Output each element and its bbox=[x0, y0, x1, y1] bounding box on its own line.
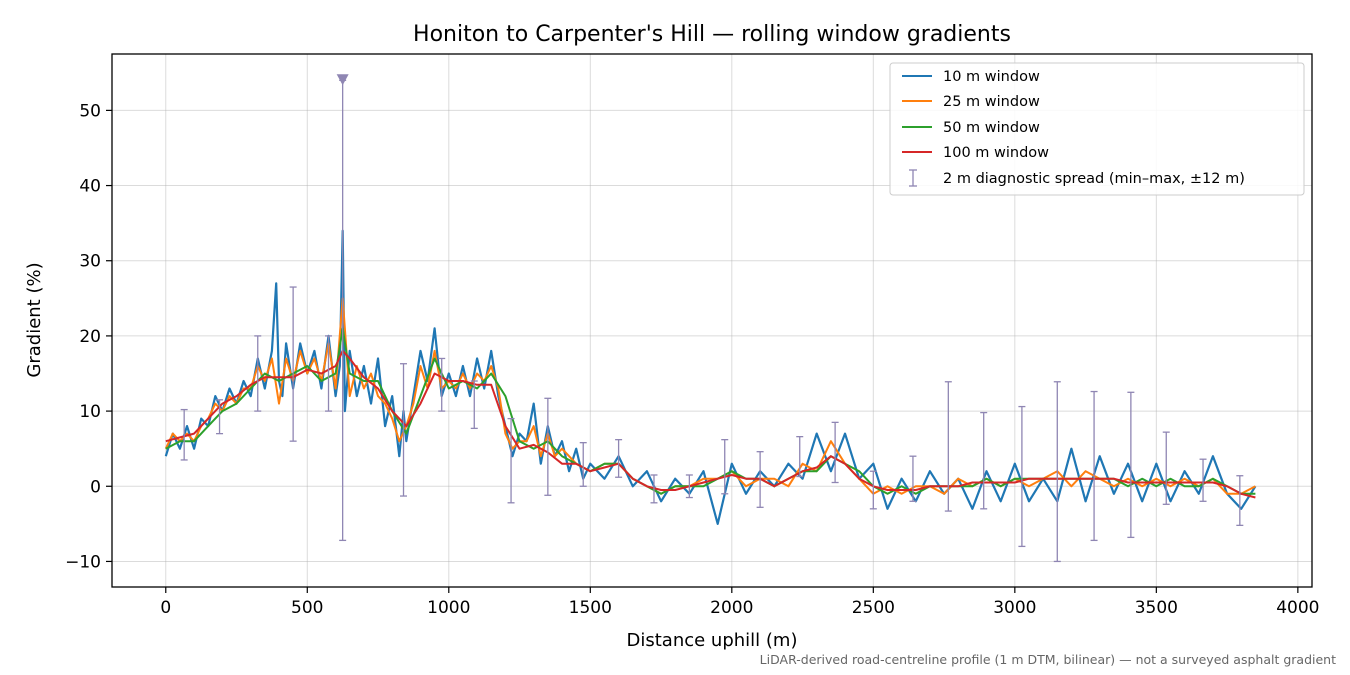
y-tick-label: 20 bbox=[79, 327, 101, 347]
legend-box bbox=[889, 62, 1305, 196]
errorbar bbox=[869, 470, 877, 510]
errorbar bbox=[909, 455, 917, 502]
errorbar bbox=[1236, 475, 1244, 527]
errorbar bbox=[325, 335, 333, 412]
y-tick-label: −10 bbox=[65, 552, 101, 572]
errorbar bbox=[180, 408, 188, 461]
grid-lines bbox=[112, 54, 1312, 587]
x-tick-label: 3000 bbox=[993, 598, 1036, 618]
x-tick-label: 2000 bbox=[710, 598, 753, 618]
errorbar bbox=[1162, 431, 1170, 505]
errorbar bbox=[438, 357, 446, 412]
x-axis-label: Distance uphill (m) bbox=[627, 630, 798, 651]
legend-label-errorbar: 2 m diagnostic spread (min–max, ±12 m) bbox=[943, 171, 1245, 187]
errorbar bbox=[1199, 458, 1207, 502]
footnote: LiDAR-derived road-centreline profile (1… bbox=[760, 652, 1336, 667]
x-tick-label: 1500 bbox=[569, 598, 612, 618]
errorbar bbox=[1053, 381, 1061, 563]
errorbar bbox=[650, 474, 658, 504]
legend-label-25m: 25 m window bbox=[943, 94, 1040, 110]
errorbar bbox=[1018, 405, 1026, 548]
y-tick-label: 40 bbox=[79, 177, 101, 197]
chart-title: Honiton to Carpenter's Hill — rolling wi… bbox=[413, 22, 1011, 47]
errorbar bbox=[796, 435, 804, 478]
errorbar bbox=[980, 411, 988, 510]
errorbar bbox=[831, 421, 839, 484]
x-axis-ticks: 0 500 1000 1500 2000 2500 3000 3500 4000 bbox=[160, 587, 1319, 618]
errorbar bbox=[544, 397, 552, 496]
x-tick-label: 2500 bbox=[852, 598, 895, 618]
legend-label-10m: 10 m window bbox=[943, 69, 1040, 85]
errorbar bbox=[944, 381, 952, 512]
errorbar-layer bbox=[180, 74, 1244, 563]
x-tick-label: 500 bbox=[291, 598, 323, 618]
series-layer bbox=[164, 229, 1257, 525]
errorbar bbox=[254, 335, 262, 412]
x-tick-label: 1000 bbox=[427, 598, 470, 618]
series-line-2 bbox=[164, 297, 1256, 495]
x-tick-label: 4000 bbox=[1276, 598, 1319, 618]
legend-label-100m: 100 m window bbox=[943, 145, 1049, 161]
errorbar bbox=[756, 451, 764, 508]
y-axis-ticks: −10 0 10 20 30 40 50 bbox=[65, 101, 112, 572]
errorbar bbox=[289, 286, 297, 442]
y-tick-label: 30 bbox=[79, 252, 101, 272]
errorbar bbox=[579, 442, 587, 487]
legend-swatch-errorbar bbox=[909, 169, 917, 187]
legend-label-50m: 50 m window bbox=[943, 120, 1040, 136]
errorbar bbox=[615, 439, 623, 478]
errorbar bbox=[400, 363, 408, 497]
legend: 10 m window 25 m window 50 m window 100 … bbox=[889, 62, 1305, 196]
x-tick-label: 3500 bbox=[1135, 598, 1178, 618]
errorbar bbox=[1127, 391, 1135, 539]
errorbar bbox=[685, 474, 693, 499]
clipped-value-marker bbox=[336, 74, 349, 86]
errorbar bbox=[1090, 390, 1098, 542]
y-tick-label: 0 bbox=[90, 477, 101, 497]
x-tick-label: 0 bbox=[160, 598, 171, 618]
y-tick-label: 10 bbox=[79, 402, 101, 422]
plot-frame bbox=[111, 53, 1313, 588]
errorbar bbox=[721, 439, 729, 495]
errorbar bbox=[470, 380, 478, 430]
errorbar bbox=[216, 399, 224, 435]
errorbar bbox=[507, 417, 515, 504]
y-tick-label: 50 bbox=[79, 101, 101, 121]
y-axis-label: Gradient (%) bbox=[24, 262, 45, 377]
